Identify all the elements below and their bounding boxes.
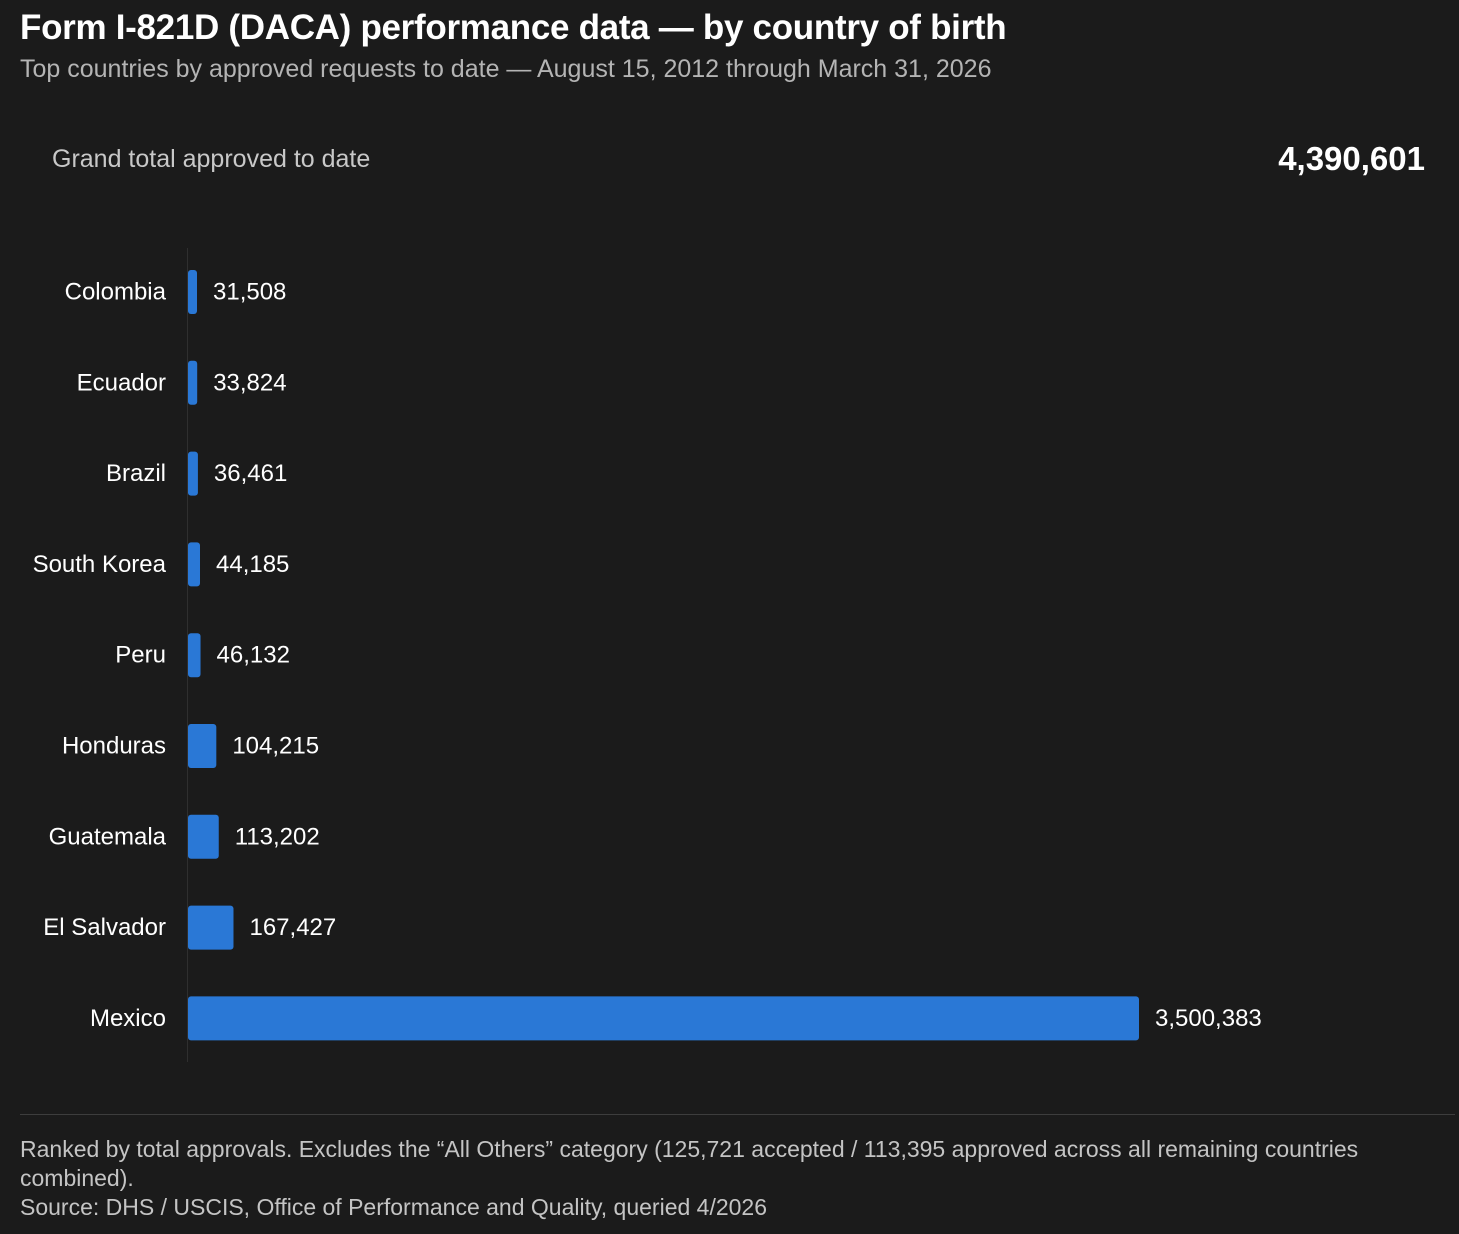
category-label: Ecuador bbox=[77, 369, 166, 396]
bars-layer: Colombia 31,508 Ecuador 33,824 Brazil 36,461 S… bbox=[33, 270, 1262, 1041]
category-label: Brazil bbox=[106, 460, 166, 487]
value-label: 3,500,383 bbox=[1155, 1005, 1262, 1032]
category-label: Honduras bbox=[62, 733, 166, 760]
category-label: Colombia bbox=[65, 279, 167, 306]
footer-divider bbox=[20, 1114, 1455, 1115]
bar bbox=[188, 814, 219, 859]
bar bbox=[188, 996, 1139, 1041]
value-label: 46,132 bbox=[217, 642, 290, 669]
source-note: Source: DHS / USCIS, Office of Performan… bbox=[20, 1194, 768, 1220]
value-label: 104,215 bbox=[232, 733, 319, 760]
bar bbox=[188, 724, 217, 768]
value-label: 33,824 bbox=[213, 369, 286, 396]
value-label: 36,461 bbox=[214, 460, 287, 487]
bar bbox=[188, 270, 197, 314]
bar bbox=[188, 633, 201, 678]
grand-total-label: Grand total approved to date bbox=[52, 145, 371, 173]
value-label: 44,185 bbox=[216, 551, 289, 578]
bar bbox=[188, 542, 201, 587]
chart-subtitle: Top countries by approved requests to da… bbox=[20, 55, 992, 83]
category-label: Guatemala bbox=[49, 823, 167, 850]
category-label: South Korea bbox=[33, 551, 167, 578]
value-label: 167,427 bbox=[249, 914, 336, 941]
chart-title: Form I-821D (DACA) performance data — by… bbox=[20, 8, 1007, 47]
bar bbox=[188, 360, 198, 405]
category-label: Peru bbox=[115, 642, 166, 669]
bar bbox=[188, 905, 234, 950]
footnote: Ranked by total approvals. Excludes the … bbox=[20, 1136, 1359, 1191]
category-label: Mexico bbox=[90, 1005, 166, 1032]
bar-chart: Colombia 31,508 Ecuador 33,824 Brazil 36,461 S… bbox=[33, 248, 1262, 1062]
value-label: 113,202 bbox=[235, 823, 320, 850]
value-label: 31,508 bbox=[213, 279, 286, 306]
grand-total-value: 4,390,601 bbox=[1278, 140, 1425, 177]
bar bbox=[188, 451, 198, 496]
category-label: El Salvador bbox=[43, 914, 166, 941]
